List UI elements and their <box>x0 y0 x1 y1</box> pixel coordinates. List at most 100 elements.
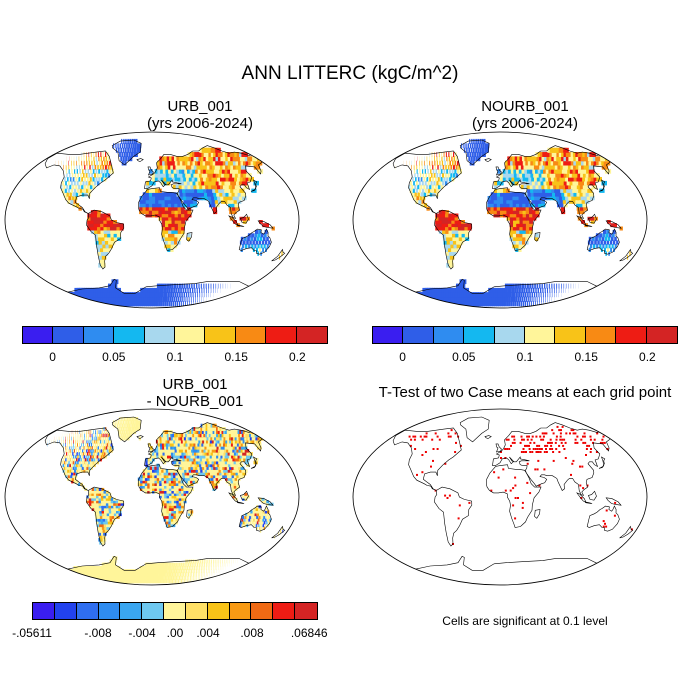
map-border <box>4 408 300 586</box>
coastline-japan <box>250 179 258 192</box>
colorbar-tick-label: .004 <box>196 626 220 640</box>
colorbar-tick-label: .008 <box>240 626 264 640</box>
colorbar-swatch <box>616 327 647 343</box>
coastline-newzealand <box>271 248 286 262</box>
world-map-svg <box>4 408 300 586</box>
coastline-iceland <box>484 435 492 440</box>
coastline-greenland <box>111 416 142 443</box>
colorbar-swatch <box>205 327 236 343</box>
coastline-indonesia2 <box>239 213 249 224</box>
colorbar-swatch <box>164 603 186 619</box>
coastline-madagascar <box>186 509 193 519</box>
coastline-indonesia3 <box>236 501 245 504</box>
colorbar-swatch <box>464 327 495 343</box>
colorbar-tick-label: 0.1 <box>516 350 534 364</box>
map-urb <box>4 131 300 309</box>
colorbar-swatch <box>54 603 77 619</box>
map-diff <box>4 408 300 586</box>
coastline-iceland <box>136 435 144 440</box>
colorbar-tick-label: -.008 <box>84 626 112 640</box>
coastline-newzealand <box>619 248 634 262</box>
map-border <box>352 131 648 309</box>
colorbar-swatch <box>120 603 143 619</box>
colorbar-swatch <box>229 603 252 619</box>
colorbar-tick-label: -.05611 <box>12 626 52 640</box>
coastline-uk <box>147 443 154 453</box>
colorbar-swatch <box>525 327 556 343</box>
coastline-indonesia3 <box>236 224 245 227</box>
map-nourb <box>352 131 648 309</box>
coastline-namerica <box>392 427 462 491</box>
coastline-eurasia <box>492 422 614 496</box>
coastline-australia <box>586 505 620 532</box>
coastline-namerica <box>44 150 114 214</box>
colorbar-swatch <box>494 327 526 343</box>
coastline-australia <box>586 228 620 255</box>
colorbar-tick-label: 0 <box>49 350 56 364</box>
coastline-indonesia2 <box>587 490 597 501</box>
coastline-newguinea <box>605 497 622 506</box>
colorbar-swatch <box>295 603 317 619</box>
coastline-namerica <box>392 150 462 214</box>
colorbar-swatch <box>555 327 586 343</box>
coastline-greenland <box>111 139 142 166</box>
coastline-indonesia3 <box>584 501 593 504</box>
coastline-madagascar <box>186 232 193 242</box>
figure-title: ANN LITTERC (kgC/m^2) <box>241 63 459 84</box>
coastline-indonesia3 <box>584 224 593 227</box>
colorbar-tick-label: -.004 <box>128 626 156 640</box>
colorbar-swatch <box>142 603 165 619</box>
colorbar-tick-label: 0 <box>399 350 406 364</box>
map-border <box>4 131 300 309</box>
coastline-japan <box>598 179 606 192</box>
coastline-africa <box>486 464 542 528</box>
coastline-uk <box>147 166 154 176</box>
colorbar-tick-label: 0.1 <box>166 350 184 364</box>
colorbar-nourb: 0 0.05 0.1 0.15 0.2 <box>372 326 678 370</box>
panel-title-urb: URB_001 (yrs 2006-2024) <box>50 98 350 132</box>
colorbar-swatch <box>76 603 99 619</box>
panel-title-diff-line2: - NOURB_001 <box>146 393 244 410</box>
coastline-indonesia2 <box>239 490 249 501</box>
colorbar-cells <box>22 326 328 344</box>
coastline-namerica <box>44 427 114 491</box>
colorbar-swatch <box>185 603 208 619</box>
colorbar-swatch <box>83 327 115 343</box>
coastline-eurasia <box>144 145 266 219</box>
coastline-iceland <box>484 158 492 163</box>
colorbar-swatch <box>266 327 297 343</box>
coastline-newzealand <box>619 525 634 539</box>
colorbar-urb: 0 0.05 0.1 0.15 0.2 <box>22 326 328 370</box>
panel-title-ttest: T-Test of two Case means at each grid po… <box>355 384 695 401</box>
colorbar-swatch <box>433 327 465 343</box>
panel-title-urb-line1: URB_001 <box>167 98 233 115</box>
coastline-samerica <box>434 209 473 270</box>
panel-title-diff: URB_001 - NOURB_001 <box>45 376 345 410</box>
panel-title-nourb-line2: (yrs 2006-2024) <box>472 115 578 132</box>
coastline-africa <box>138 187 194 251</box>
coastline-uk <box>495 443 502 453</box>
coastline-newguinea <box>257 497 274 506</box>
world-map-svg <box>352 408 648 586</box>
coastline-iceland <box>136 158 144 163</box>
colorbar-swatch <box>273 603 296 619</box>
colorbar-swatch <box>235 327 267 343</box>
coastline-africa <box>486 187 542 251</box>
coastline-greenland <box>459 416 490 443</box>
coastline-samerica <box>86 486 125 547</box>
map-border <box>352 408 648 586</box>
coastline-uk <box>495 166 502 176</box>
panel-title-diff-line1: URB_001 <box>162 376 228 393</box>
colorbar-diff: -.05611 -.008 -.004 .00 .004 .008 .06846 <box>12 602 328 646</box>
coastline-japan <box>598 456 606 469</box>
colorbar-swatch <box>33 603 55 619</box>
map-ttest <box>352 408 648 586</box>
coastline-africa <box>138 464 194 528</box>
colorbar-tick-label: 0.15 <box>224 350 248 364</box>
coastline-japan <box>250 456 258 469</box>
significance-note: Cells are significant at 0.1 level <box>442 614 608 628</box>
colorbar-cells <box>372 326 678 344</box>
panel-title-urb-line2: (yrs 2006-2024) <box>147 115 253 132</box>
colorbar-tick-label: 0.05 <box>102 350 126 364</box>
coastline-samerica <box>86 209 125 270</box>
